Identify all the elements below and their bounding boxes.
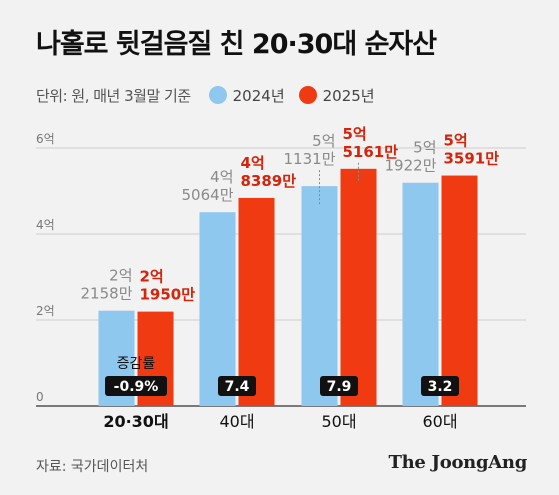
legend-item-2025: 2025년 — [298, 85, 375, 106]
source-note: 자료: 국가데이터처 — [36, 459, 149, 475]
change-badge-1 — [218, 376, 256, 396]
unit-label: 단위: 원, 매년 3월말 기준 — [36, 86, 191, 105]
change-value-2: 7.9 — [327, 379, 352, 395]
legend: 단위: 원, 매년 3월말 기준 2024년 2025년 — [36, 84, 389, 106]
value-label-2024-3-b: 1922만 — [385, 157, 437, 175]
y-tick-label-2: 4억 — [36, 218, 55, 232]
value-label-2024-1-a: 4억 — [210, 168, 233, 186]
value-label-2025-1-b: 8389만 — [241, 172, 297, 190]
change-rate-label: 증감률 — [117, 356, 156, 372]
value-label-2025-0-a: 2억 — [140, 268, 164, 286]
bar-2024-1 — [199, 212, 236, 406]
value-label-2025-2-a: 5억 — [343, 125, 367, 143]
legend-label-2025: 2025년 — [322, 86, 375, 105]
value-label-2024-2-a: 5억 — [312, 132, 335, 150]
value-label-2025-3-b: 3591만 — [444, 150, 500, 168]
legend-item-2024: 2024년 — [208, 85, 285, 106]
change-badge-2 — [320, 376, 358, 396]
value-label-2024-3-a: 5억 — [413, 139, 436, 157]
value-label-2024-1-b: 5064만 — [182, 186, 234, 204]
change-badge-3 — [421, 376, 459, 396]
value-label-2025-1-a: 4억 — [241, 154, 265, 172]
y-tick-label-3: 6억 — [36, 132, 55, 146]
legend-swatch-2024 — [208, 86, 227, 104]
x-tick-label-0: 20·30대 — [103, 412, 168, 431]
bar-2024-3 — [402, 182, 439, 406]
bar-2025-2 — [340, 168, 377, 406]
value-label-2025-0-b: 1950만 — [140, 286, 196, 304]
y-tick-label-0: 0 — [36, 390, 44, 404]
brand-logo: The JoongAng — [388, 452, 528, 473]
value-label-2025-3-a: 5억 — [444, 132, 468, 150]
bar-2024-2 — [301, 186, 338, 406]
value-label-2024-0-a: 2억 — [109, 267, 132, 285]
legend-swatch-2025 — [298, 86, 317, 104]
value-label-2024-0-b: 2158만 — [81, 285, 133, 303]
bar-2025-3 — [441, 175, 478, 406]
change-value-3: 3.2 — [428, 379, 453, 395]
y-tick-label-1: 2억 — [36, 304, 55, 318]
bar-2025-1 — [238, 197, 275, 406]
change-badge-0 — [105, 376, 167, 396]
change-value-1: 7.4 — [225, 379, 250, 395]
legend-label-2024: 2024년 — [232, 86, 285, 105]
change-value-0: -0.9% — [114, 379, 159, 395]
x-tick-label-2: 50대 — [321, 412, 356, 431]
page-title: 나홀로 뒷걸음질 친 20·30대 순자산 — [36, 29, 437, 60]
value-label-2024-2-b: 1131만 — [284, 150, 336, 168]
x-tick-label-3: 60대 — [422, 412, 457, 431]
x-tick-label-1: 40대 — [219, 412, 254, 431]
value-label-2025-2-b: 5161만 — [343, 143, 399, 161]
